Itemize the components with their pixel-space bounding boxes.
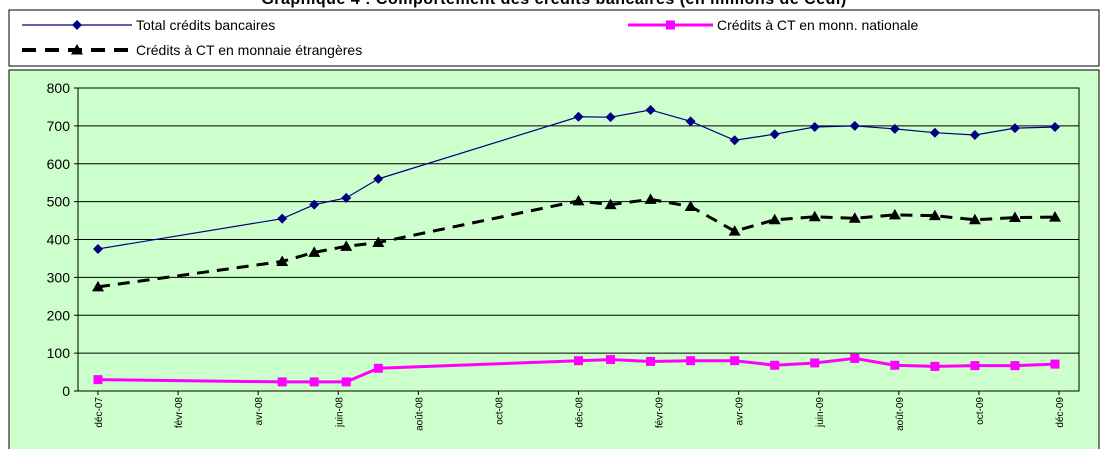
data-point-marker xyxy=(768,213,781,225)
data-point-marker xyxy=(890,360,900,370)
data-point-marker xyxy=(889,123,900,134)
y-tick-label: 0 xyxy=(62,383,70,399)
x-tick-label: déc-07 xyxy=(94,397,105,428)
y-tick-label: 800 xyxy=(47,80,71,96)
data-point-marker xyxy=(969,129,980,140)
data-point-marker xyxy=(1010,361,1020,371)
data-point-marker xyxy=(769,129,780,140)
data-point-marker xyxy=(372,236,385,248)
x-tick-label: avr-08 xyxy=(254,397,265,426)
series-2 xyxy=(97,356,1056,384)
data-point-marker xyxy=(968,213,981,225)
legend-marker xyxy=(71,44,83,55)
x-tick-label: oct-08 xyxy=(494,397,505,425)
legend-label: Total crédits bancaires xyxy=(136,17,275,33)
legend-label: Crédits à CT en monn. nationale xyxy=(717,17,919,33)
data-point-marker xyxy=(93,243,103,254)
legend-box xyxy=(8,9,1100,67)
data-point-marker xyxy=(930,361,940,371)
data-point-marker xyxy=(645,104,656,115)
x-tick-label: avr-09 xyxy=(735,397,746,426)
data-point-marker xyxy=(309,199,320,210)
data-point-marker xyxy=(888,208,901,220)
y-tick-label: 600 xyxy=(47,156,71,172)
data-point-marker xyxy=(572,194,585,206)
data-point-marker xyxy=(308,246,321,257)
data-point-marker xyxy=(341,377,351,387)
series-1 xyxy=(97,109,1056,250)
data-point-marker xyxy=(92,280,104,292)
x-tick-label: août-09 xyxy=(895,397,906,431)
data-point-marker xyxy=(574,356,583,366)
data-point-marker xyxy=(686,356,696,366)
data-point-marker xyxy=(730,356,740,366)
data-point-marker xyxy=(850,353,860,363)
data-point-marker xyxy=(373,363,383,373)
legend-label: Crédits à CT en monnaie étrangères xyxy=(136,42,362,58)
data-point-marker xyxy=(685,116,696,127)
legend-marker xyxy=(666,20,675,30)
data-point-marker xyxy=(373,173,384,184)
data-point-marker xyxy=(684,200,697,212)
data-point-marker xyxy=(341,192,352,203)
data-point-marker xyxy=(644,193,657,204)
y-tick-label: 100 xyxy=(47,345,71,361)
x-tick-label: oct-09 xyxy=(975,397,986,425)
x-tick-label: févr-09 xyxy=(655,397,666,429)
data-point-marker xyxy=(1049,122,1060,133)
data-point-marker xyxy=(770,360,780,370)
x-tick-label: juin-08 xyxy=(334,397,345,428)
data-point-marker xyxy=(1050,359,1060,369)
x-tick-label: déc-09 xyxy=(1055,397,1066,428)
x-tick-label: déc-08 xyxy=(575,397,586,428)
x-tick-label: févr-08 xyxy=(174,397,185,429)
data-point-marker xyxy=(809,122,820,133)
data-point-marker xyxy=(604,198,617,210)
data-point-marker xyxy=(1009,123,1020,134)
chart-title: Graphique 4 : Comportement des crédits b… xyxy=(0,0,1108,9)
data-point-marker xyxy=(93,375,103,385)
data-point-marker xyxy=(605,112,616,123)
data-point-marker xyxy=(573,111,584,122)
series-line xyxy=(97,109,1056,250)
data-point-marker xyxy=(1048,211,1061,222)
series-3 xyxy=(97,197,1056,289)
data-point-marker xyxy=(729,135,740,146)
series-line xyxy=(97,197,1056,289)
series-line xyxy=(97,356,1056,384)
data-point-marker xyxy=(808,210,821,222)
data-point-marker xyxy=(1008,211,1021,223)
y-tick-label: 500 xyxy=(47,194,71,210)
data-point-marker xyxy=(276,255,289,266)
data-point-marker xyxy=(728,225,741,236)
y-tick-label: 700 xyxy=(47,118,71,134)
data-point-marker xyxy=(810,358,820,368)
data-point-marker xyxy=(309,377,319,387)
data-point-marker xyxy=(646,356,656,366)
data-point-marker xyxy=(340,240,353,251)
data-point-marker xyxy=(277,213,288,224)
data-point-marker xyxy=(929,127,940,138)
data-point-marker xyxy=(606,355,616,365)
data-point-marker xyxy=(848,212,861,223)
x-tick-label: août-08 xyxy=(414,397,425,431)
y-tick-label: 400 xyxy=(47,232,71,248)
y-tick-label: 200 xyxy=(47,307,71,323)
data-point-marker xyxy=(928,209,941,221)
data-point-marker xyxy=(970,361,980,371)
legend-marker xyxy=(72,20,82,30)
y-tick-label: 300 xyxy=(47,269,71,285)
data-point-marker xyxy=(277,377,287,387)
x-tick-label: juin-09 xyxy=(815,397,826,428)
data-point-marker xyxy=(849,120,860,131)
